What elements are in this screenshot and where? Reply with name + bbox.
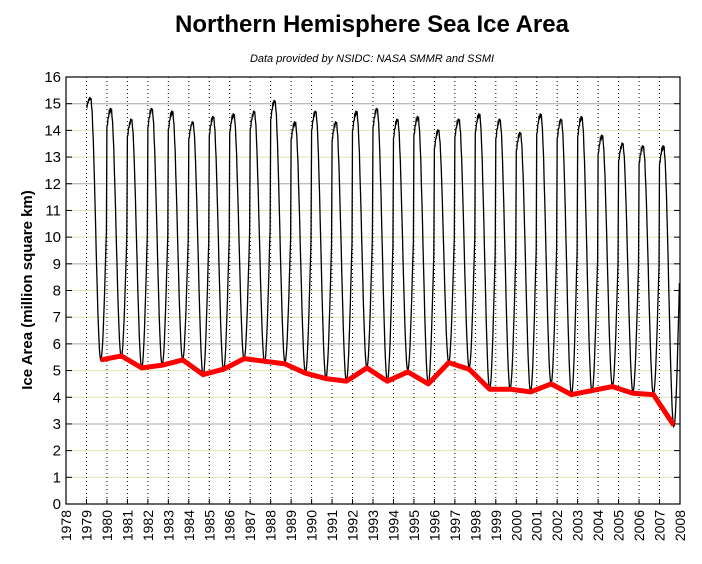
x-tick-label: 2003 (570, 510, 586, 541)
y-tick-label: 13 (44, 149, 61, 166)
y-tick-label: 9 (53, 256, 61, 273)
x-tick-label: 2007 (652, 510, 668, 541)
y-tick-label: 14 (44, 122, 61, 139)
x-tick-label: 1996 (426, 510, 442, 541)
x-tick-label: 1995 (406, 510, 422, 541)
y-tick-label: 5 (53, 363, 61, 380)
y-tick-label: 7 (53, 309, 61, 326)
x-tick-label: 2000 (508, 510, 524, 541)
x-tick-label: 2006 (631, 510, 647, 541)
y-tick-label: 1 (53, 469, 61, 486)
x-tick-label: 1979 (79, 510, 95, 541)
x-tick-label: 1984 (181, 510, 197, 541)
x-tick-label: 1981 (119, 510, 135, 541)
x-tick-label: 1992 (345, 510, 361, 541)
y-tick-label: 16 (44, 69, 61, 86)
x-tick-label: 2001 (529, 510, 545, 541)
x-tick-label: 1986 (222, 510, 238, 541)
y-tick-label: 12 (44, 176, 61, 193)
y-tick-label: 15 (44, 96, 61, 113)
y-tick-label: 2 (53, 443, 61, 460)
minimum-trend-line (100, 353, 676, 427)
x-tick-label: 1989 (283, 510, 299, 541)
x-tick-label: 2002 (549, 510, 565, 541)
y-tick-label: 6 (53, 336, 61, 353)
x-tick-label: 1988 (263, 510, 279, 541)
ice-area-series-line (85, 96, 681, 429)
y-tick-label: 10 (44, 229, 61, 246)
x-tick-label: 1982 (140, 510, 156, 541)
x-tick-label: 2005 (611, 510, 627, 541)
y-axis-label: Ice Area (million square km) (19, 190, 36, 390)
y-tick-label: 4 (53, 389, 61, 406)
x-tick-label: 1999 (488, 510, 504, 541)
x-tick-label: 1991 (324, 510, 340, 541)
x-tick-label: 1994 (386, 510, 402, 541)
chart-subtitle: Data provided by NSIDC: NASA SMMR and SS… (250, 53, 494, 65)
x-tick-label: 2008 (672, 510, 688, 541)
y-tick-label: 11 (45, 202, 61, 219)
y-tick-label: 0 (53, 496, 61, 513)
x-tick-label: 1985 (201, 510, 217, 541)
chart-title: Northern Hemisphere Sea Ice Area (175, 11, 570, 38)
x-tick-label: 1983 (160, 510, 176, 541)
x-tick-label: 1998 (467, 510, 483, 541)
x-tick-label: 1993 (365, 510, 381, 541)
x-tick-label: 1990 (304, 510, 320, 541)
x-tick-label: 1980 (99, 510, 115, 541)
x-tick-label: 1987 (242, 510, 258, 541)
y-tick-label: 3 (53, 416, 61, 433)
x-tick-label: 2004 (590, 510, 606, 541)
x-tick-label: 1997 (447, 510, 463, 541)
x-tick-label: 1978 (58, 510, 74, 541)
y-tick-label: 8 (53, 283, 61, 300)
